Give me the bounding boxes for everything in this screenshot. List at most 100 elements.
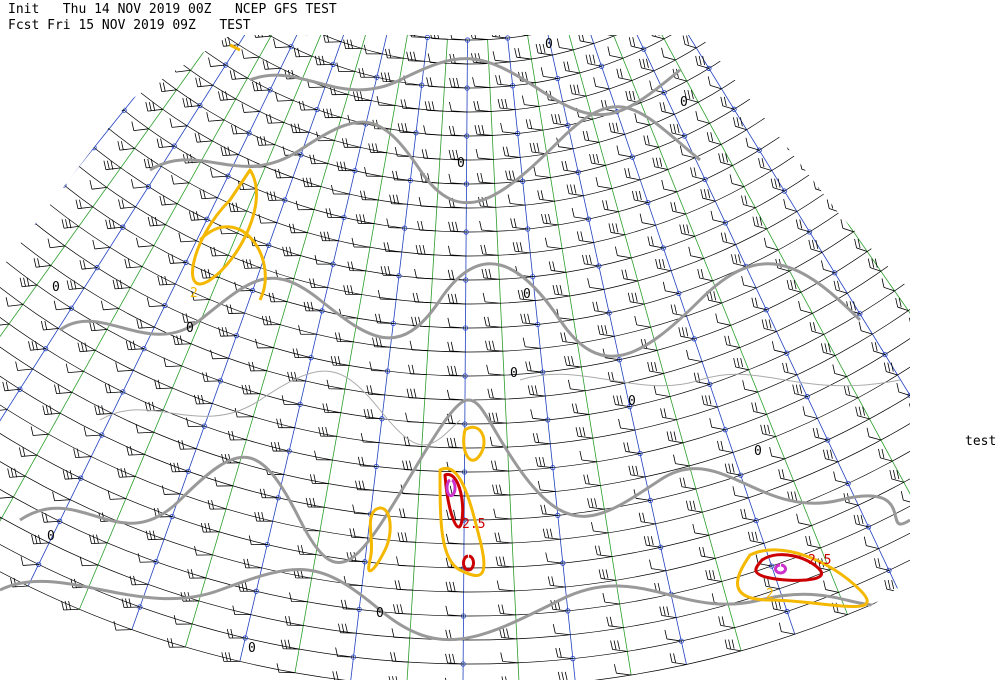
wind-barb (561, 161, 579, 173)
wind-barb (202, 372, 221, 382)
wind-barb (771, 599, 788, 612)
wind-barb (73, 448, 92, 458)
wind-barb (259, 488, 279, 499)
wind-barb (855, 406, 870, 420)
wind-barb (569, 84, 587, 97)
station (598, 63, 605, 69)
wind-barb (499, 628, 517, 640)
station (825, 437, 831, 443)
wind-barb (366, 385, 385, 396)
wind-barb (582, 130, 600, 143)
station (886, 567, 892, 573)
wind-barb (751, 402, 767, 415)
wind-barb (191, 291, 210, 301)
wind-barb (177, 440, 197, 450)
wind-barb (805, 535, 821, 549)
wind-barb (19, 277, 37, 288)
wind-barb (282, 246, 301, 257)
wind-barb (761, 319, 777, 332)
wind-barb (796, 513, 812, 526)
wind-barb (343, 39, 362, 50)
wind-barb (610, 640, 628, 652)
wind-barb (718, 616, 735, 629)
wind-barb (389, 194, 408, 205)
wind-barb (390, 652, 409, 663)
wind-barb (169, 118, 188, 128)
wind-barb (194, 394, 213, 405)
wind-barb (131, 121, 149, 132)
wind-barb (490, 460, 509, 472)
wind-barb (527, 385, 546, 397)
wind-barb (833, 471, 849, 484)
wind-barb (447, 293, 466, 305)
wind-barb (248, 535, 268, 545)
orange-contour (367, 506, 392, 573)
wind-barb (237, 582, 257, 592)
wind-barb (254, 512, 273, 522)
station (784, 350, 790, 356)
wind-barb (895, 297, 909, 312)
wind-barb (688, 246, 704, 259)
wind-barb (564, 356, 582, 368)
meridian (0, 35, 295, 561)
wind-barb (567, 379, 586, 392)
wind-barb (476, 172, 495, 184)
wind-barb (673, 454, 690, 467)
wind-barb (473, 101, 492, 112)
wind-barb (583, 474, 601, 486)
parallel (0, 99, 910, 473)
wind-barb (384, 48, 404, 59)
wind-barb (268, 292, 288, 303)
wind-barb (172, 335, 192, 345)
wind-barb (352, 91, 372, 101)
wind-barb (770, 178, 785, 192)
orange-contour (191, 168, 258, 286)
wind-barb (15, 361, 33, 371)
wind-barb (33, 258, 51, 268)
wind-barb (258, 214, 277, 224)
wind-barb (178, 232, 197, 243)
wind-barb (363, 44, 383, 55)
wind-barb (380, 72, 400, 83)
wind-barb (678, 327, 695, 340)
wind-barb (266, 191, 285, 201)
wind-barb (853, 514, 869, 528)
wind-barb (383, 242, 402, 253)
wind-barb (65, 363, 84, 374)
wind-barb (66, 280, 85, 290)
wind-barb (448, 245, 467, 257)
wind-barb (496, 580, 515, 592)
wind-barb (733, 357, 749, 371)
wind-barb (782, 362, 798, 376)
wind-barb (42, 405, 61, 415)
wind-barb (357, 456, 377, 467)
wind-barb (83, 426, 102, 437)
station (763, 307, 769, 313)
contour-label: 0 (754, 444, 762, 459)
wind-barb (290, 123, 309, 134)
wind-barb (495, 556, 514, 568)
wind-barb (614, 246, 632, 259)
wind-barb (182, 98, 200, 108)
station (738, 472, 744, 478)
wind-barb (517, 289, 536, 301)
wind-barb (289, 592, 308, 603)
wind-barb (424, 101, 443, 112)
wind-barb (798, 301, 813, 314)
station (707, 381, 713, 387)
wind-barb (537, 190, 555, 202)
wind-barb (510, 35, 528, 36)
wind-barb (535, 456, 553, 469)
wind-barb (414, 268, 433, 280)
wind-barb (732, 117, 747, 131)
wind-barb (889, 469, 904, 483)
wind-barb (372, 337, 391, 348)
contour-label: 0 (47, 529, 55, 544)
wind-barb (874, 558, 890, 571)
wind-barb (351, 237, 370, 248)
wind-barb (495, 75, 513, 87)
wind-barb (186, 417, 205, 428)
wind-barb (547, 576, 566, 588)
wind-barb (206, 112, 225, 122)
